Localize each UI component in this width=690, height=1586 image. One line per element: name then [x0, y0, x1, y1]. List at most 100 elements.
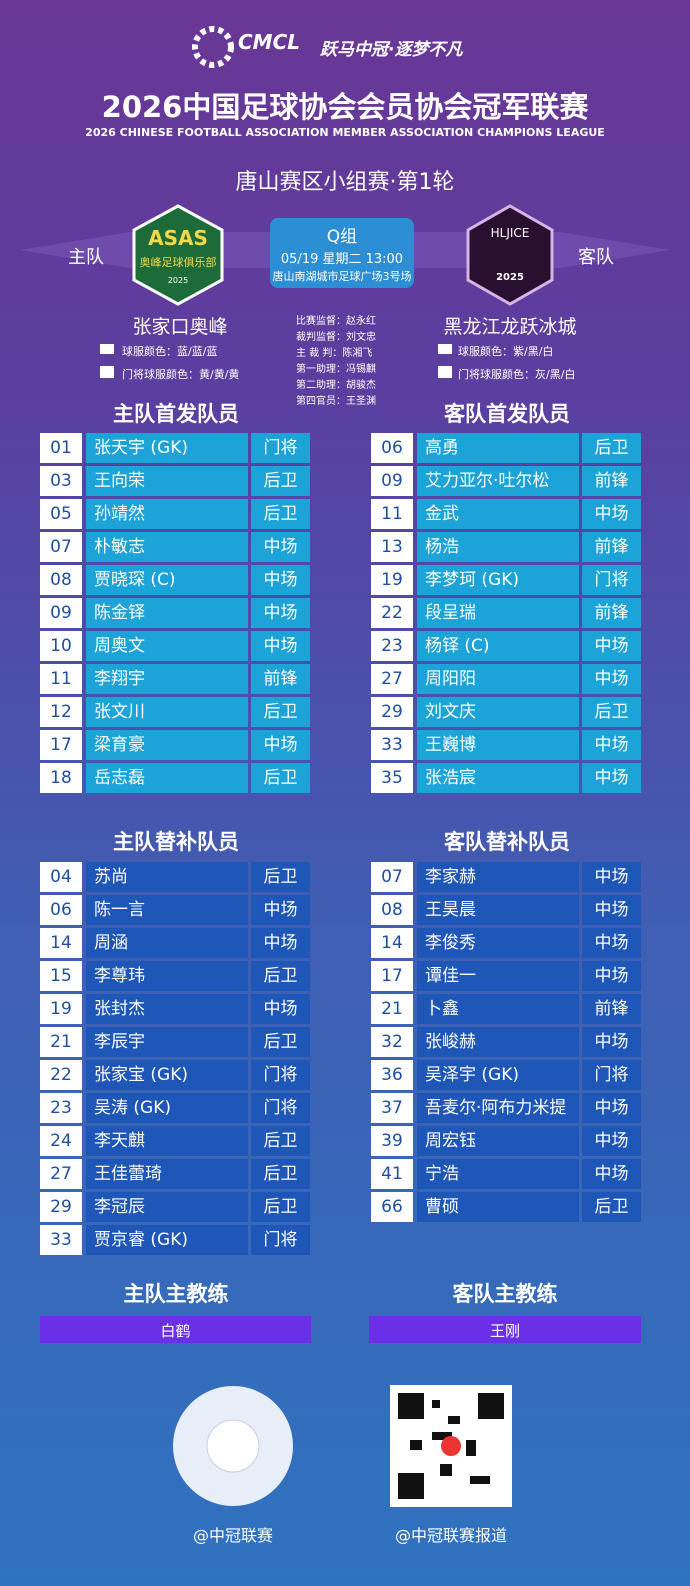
number: 17	[40, 730, 82, 760]
position: 中场	[582, 862, 641, 892]
name: 吾麦尔·阿布力米提	[417, 1093, 579, 1123]
name: 金武	[417, 499, 579, 529]
position: 中场	[251, 895, 310, 925]
position: 中场	[251, 598, 310, 628]
number: 32	[371, 1027, 413, 1057]
position: 门将	[582, 565, 641, 595]
name: 李辰宇	[86, 1027, 248, 1057]
number: 09	[40, 598, 82, 628]
section-title: 客队替补队员	[444, 830, 570, 854]
home-label: 主队	[68, 247, 104, 268]
official: 第二助理：胡骏杰	[296, 380, 376, 391]
away-team: 黑龙江龙跃冰城	[443, 316, 577, 338]
number: 17	[371, 961, 413, 991]
number: 24	[40, 1126, 82, 1156]
position: 中场	[251, 532, 310, 562]
group: Q组	[326, 227, 358, 247]
name: 李俊秀	[417, 928, 579, 958]
name: 李家赫	[417, 862, 579, 892]
position: 前锋	[251, 664, 310, 694]
position: 前锋	[582, 532, 641, 562]
section-title: 主队首发队员	[113, 402, 239, 426]
number: 19	[371, 565, 413, 595]
name: 吴涛 (GK)	[86, 1093, 248, 1123]
number: 14	[371, 928, 413, 958]
position: 中场	[582, 1093, 641, 1123]
number: 41	[371, 1159, 413, 1189]
home-gk-kit: 门将球服颜色：黄/黄/黄	[122, 368, 240, 381]
name: 张封杰	[86, 994, 248, 1024]
position: 前锋	[582, 598, 641, 628]
number: 04	[40, 862, 82, 892]
name: 岳志磊	[86, 763, 248, 793]
name: 张浩宸	[417, 763, 579, 793]
number: 15	[40, 961, 82, 991]
position: 门将	[251, 1060, 310, 1090]
number: 36	[371, 1060, 413, 1090]
home-logo-year: 2025	[167, 276, 189, 285]
position: 后卫	[582, 697, 641, 727]
footer-right: @中冠联赛报道	[394, 1526, 507, 1545]
number: 35	[371, 763, 413, 793]
number: 07	[40, 532, 82, 562]
name: 卜鑫	[417, 994, 579, 1024]
number: 09	[371, 466, 413, 496]
name: 刘文庆	[417, 697, 579, 727]
number: 21	[371, 994, 413, 1024]
name: 王昊晨	[417, 895, 579, 925]
position: 后卫	[582, 433, 641, 463]
position: 后卫	[582, 1192, 641, 1222]
title: 2026中国足球协会会员协会冠军联赛	[101, 90, 589, 124]
away-gk-kit: 门将球服颜色：灰/黑/白	[458, 368, 576, 381]
position: 中场	[251, 994, 310, 1024]
position: 中场	[582, 730, 641, 760]
position: 门将	[251, 1093, 310, 1123]
number: 33	[40, 1225, 82, 1255]
name: 杨铎 (C)	[417, 631, 579, 661]
position: 中场	[251, 928, 310, 958]
number: 27	[371, 664, 413, 694]
logo: CMCL	[238, 30, 301, 54]
number: 06	[40, 895, 82, 925]
name: 吴泽宇 (GK)	[417, 1060, 579, 1090]
name: 艾力亚尔·吐尔松	[417, 466, 579, 496]
name: 张家宝 (GK)	[86, 1060, 248, 1090]
number: 10	[40, 631, 82, 661]
venue: 唐山南湖城市足球广场3号场	[272, 270, 412, 283]
home-logo-abbr: ASAS	[148, 226, 208, 250]
name: 谭佳一	[417, 961, 579, 991]
name: 周涵	[86, 928, 248, 958]
number: 08	[40, 565, 82, 595]
number: 22	[40, 1060, 82, 1090]
home-team: 张家口奥峰	[132, 316, 228, 338]
footer-left: @中冠联赛	[192, 1526, 273, 1545]
official: 比赛监督：赵永红	[296, 316, 376, 327]
slogan: 跃马中冠·逐梦不凡	[320, 40, 463, 60]
home-coach: 白鹤	[160, 1322, 191, 1340]
datetime: 05/19 星期二 13:00	[280, 252, 404, 267]
position: 后卫	[251, 862, 310, 892]
name: 段呈瑞	[417, 598, 579, 628]
name: 高勇	[417, 433, 579, 463]
name: 曹硕	[417, 1192, 579, 1222]
name: 苏尚	[86, 862, 248, 892]
name: 李天麒	[86, 1126, 248, 1156]
number: 08	[371, 895, 413, 925]
name: 宁浩	[417, 1159, 579, 1189]
number: 29	[40, 1192, 82, 1222]
number: 14	[40, 928, 82, 958]
position: 中场	[251, 565, 310, 595]
away-label: 客队	[578, 247, 614, 268]
number: 29	[371, 697, 413, 727]
name: 梁育豪	[86, 730, 248, 760]
number: 23	[40, 1093, 82, 1123]
position: 门将	[582, 1060, 641, 1090]
number: 12	[40, 697, 82, 727]
name: 周奥文	[86, 631, 248, 661]
number: 03	[40, 466, 82, 496]
position: 前锋	[582, 466, 641, 496]
number: 22	[371, 598, 413, 628]
home-coach-bar	[40, 1316, 311, 1343]
round: 唐山赛区小组赛·第1轮	[235, 170, 455, 195]
